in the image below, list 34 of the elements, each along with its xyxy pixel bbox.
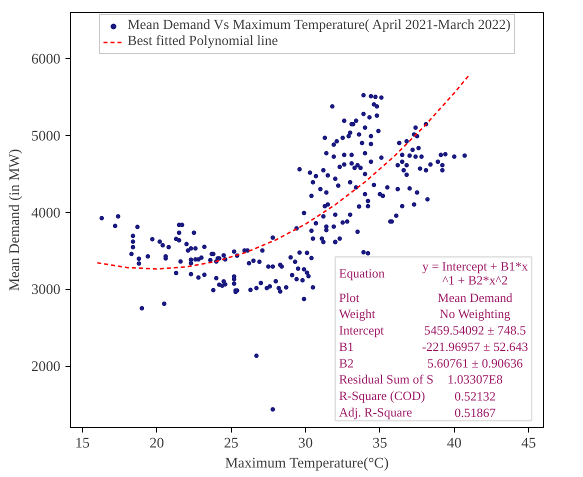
- annotation: Residual Sum of S: [338, 372, 434, 387]
- y-tick-label: 5000: [31, 128, 60, 144]
- annotation: Weight: [338, 307, 376, 322]
- annotation: R-Square (COD): [338, 389, 426, 404]
- x-tick-label: 35: [372, 436, 388, 452]
- x-axis-title: Maximum Temperature(°C): [225, 456, 389, 472]
- y-tick-label: 6000: [31, 52, 60, 68]
- annotation: Intercept: [338, 324, 384, 338]
- annotation: No Weighting: [440, 307, 512, 322]
- y-tick-label: 2000: [31, 359, 60, 376]
- annotation: 5459.54092 ± 748.5: [424, 324, 526, 338]
- annotation: 5.60761 ± 0.90636: [427, 356, 523, 370]
- x-tick-label: 25: [224, 436, 238, 452]
- x-tick-label: 30: [298, 436, 313, 452]
- annotation: B1: [338, 340, 354, 354]
- annotation: -221.96957 ± 52.643: [422, 340, 528, 354]
- annotation: 1.03307E8: [447, 372, 503, 387]
- annotation: Mean Demand: [438, 290, 514, 305]
- y-tick-label: 3000: [31, 282, 60, 298]
- y-axis-title: Mean Demand (in MW): [7, 148, 24, 292]
- annotation: Adj. R-Square: [338, 405, 412, 420]
- annotation: Equation: [338, 266, 386, 280]
- annotation: 0.51867: [454, 406, 496, 420]
- x-tick-label: 20: [149, 436, 164, 452]
- x-tick-label: 15: [75, 436, 90, 452]
- annotation: B2: [338, 356, 354, 370]
- annotation: y = Intercept + B1*x ^1 + B2*x^2: [422, 259, 529, 288]
- annotation: Plot: [338, 290, 360, 305]
- y-tick-label: 4000: [31, 205, 60, 222]
- legend-label: Best fitted Polynomial line: [127, 34, 278, 50]
- x-tick-label: 45: [521, 436, 536, 452]
- x-tick-label: 40: [446, 436, 462, 452]
- legend-label: Mean Demand Vs Maximum Temperature( April 2021-March 2022): [127, 18, 511, 34]
- annotation: 0.52132: [454, 390, 496, 404]
